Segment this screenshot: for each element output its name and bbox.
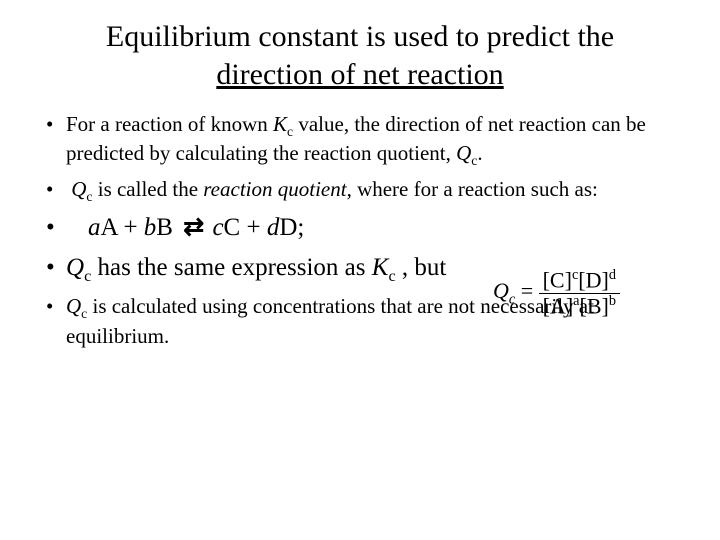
title-line-1: Equilibrium constant is used to predict … — [106, 20, 614, 53]
species-d: D — [279, 214, 297, 241]
var-k: K — [372, 254, 389, 281]
conc-b: [B] — [580, 293, 609, 318]
coef-a: a — [88, 214, 101, 241]
numerator: [C]c[D]d — [539, 268, 620, 294]
fraction: [C]c[D]d [A]a[B]b — [539, 268, 620, 318]
species-a: A — [101, 214, 118, 241]
text: . — [477, 141, 482, 165]
equals: = — [515, 278, 538, 303]
equilibrium-arrow-icon: ⇄ — [179, 211, 206, 245]
sub-c: c — [388, 267, 395, 285]
exp-d: d — [609, 267, 616, 283]
slide-title: Equilibrium constant is used to predict … — [40, 18, 680, 93]
coef-c: c — [212, 214, 223, 241]
plus: + — [117, 214, 144, 241]
text: , where for a reaction such as: — [347, 177, 598, 201]
coef-b: b — [144, 214, 157, 241]
var-q: Q — [493, 278, 509, 303]
conc-c: [C] — [543, 267, 572, 292]
plus: + — [240, 214, 267, 241]
qc-formula: Qc = [C]c[D]d [A]a[B]b — [493, 268, 620, 318]
var-q: Q — [66, 254, 84, 281]
var-q: Q — [71, 177, 86, 201]
bullet-1: For a reaction of known Kc value, the di… — [40, 111, 680, 170]
text: is called the — [92, 177, 203, 201]
species-c: C — [224, 214, 241, 241]
bullet-3-equation: aA + bB ⇄ cC + dD; — [40, 211, 680, 245]
bullet-2: Qc is called the reaction quotient, wher… — [40, 176, 680, 205]
coef-d: d — [267, 214, 280, 241]
semicolon: ; — [297, 214, 304, 241]
var-k: K — [273, 112, 287, 136]
species-b: B — [156, 214, 173, 241]
formula-lhs: Qc — [493, 278, 515, 308]
denominator: [A]a[B]b — [539, 294, 620, 319]
term-reaction-quotient: reaction quotient — [203, 177, 346, 201]
conc-a: [A] — [543, 293, 574, 318]
slide: Equilibrium constant is used to predict … — [0, 0, 720, 540]
title-line-2: direction of net reaction — [216, 58, 503, 91]
var-q: Q — [66, 294, 81, 318]
text: has the same expression as — [91, 254, 371, 281]
text: For a reaction of known — [66, 112, 273, 136]
conc-d: [D] — [578, 267, 609, 292]
text: , but — [396, 254, 447, 281]
var-q: Q — [456, 141, 471, 165]
exp-b: b — [609, 293, 616, 309]
